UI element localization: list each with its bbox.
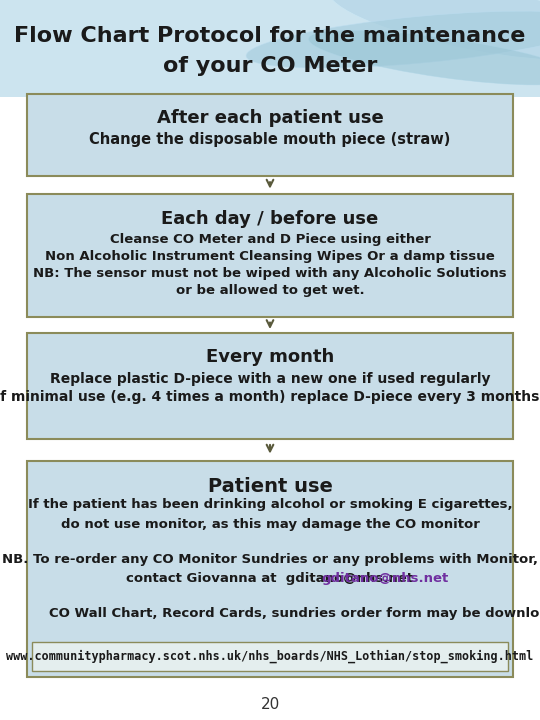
Text: After each patient use: After each patient use <box>157 109 383 127</box>
Text: gditano@nhs.net: gditano@nhs.net <box>321 572 449 585</box>
FancyBboxPatch shape <box>27 194 513 317</box>
Text: www.communitypharmacy.scot.nhs.uk/nhs_boards/NHS_Lothian/stop_smoking.html: www.communitypharmacy.scot.nhs.uk/nhs_bo… <box>6 650 534 663</box>
Text: Each day / before use: Each day / before use <box>161 210 379 228</box>
Text: CO Wall Chart, Record Cards, sundries order form may be downloaded from:: CO Wall Chart, Record Cards, sundries or… <box>49 607 540 620</box>
Text: Patient use: Patient use <box>207 477 333 495</box>
Text: Change the disposable mouth piece (straw): Change the disposable mouth piece (straw… <box>89 132 451 148</box>
Ellipse shape <box>308 30 540 85</box>
FancyBboxPatch shape <box>0 0 540 97</box>
FancyBboxPatch shape <box>27 94 513 176</box>
Text: Cleanse CO Meter and D Piece using either
Non Alcoholic Instrument Cleansing Wip: Cleanse CO Meter and D Piece using eithe… <box>33 233 507 297</box>
Text: contact Giovanna at  gditano@nhs.net: contact Giovanna at gditano@nhs.net <box>126 572 414 585</box>
FancyBboxPatch shape <box>27 461 513 677</box>
FancyBboxPatch shape <box>27 333 513 439</box>
Ellipse shape <box>246 11 540 68</box>
Text: If the patient has been drinking alcohol or smoking E cigarettes,: If the patient has been drinking alcohol… <box>28 498 512 511</box>
Text: Flow Chart Protocol for the maintenance: Flow Chart Protocol for the maintenance <box>15 26 525 46</box>
FancyBboxPatch shape <box>32 642 508 671</box>
Text: 20: 20 <box>260 697 280 711</box>
Text: Replace plastic D-piece with a new one if used regularly
If minimal use (e.g. 4 : Replace plastic D-piece with a new one i… <box>0 372 540 404</box>
Text: of your CO Meter: of your CO Meter <box>163 56 377 76</box>
Ellipse shape <box>328 0 540 60</box>
Text: Every month: Every month <box>206 348 334 366</box>
Text: NB. To re-order any CO Monitor Sundries or any problems with Monitor,: NB. To re-order any CO Monitor Sundries … <box>2 553 538 566</box>
Text: do not use monitor, as this may damage the CO monitor: do not use monitor, as this may damage t… <box>60 518 480 531</box>
